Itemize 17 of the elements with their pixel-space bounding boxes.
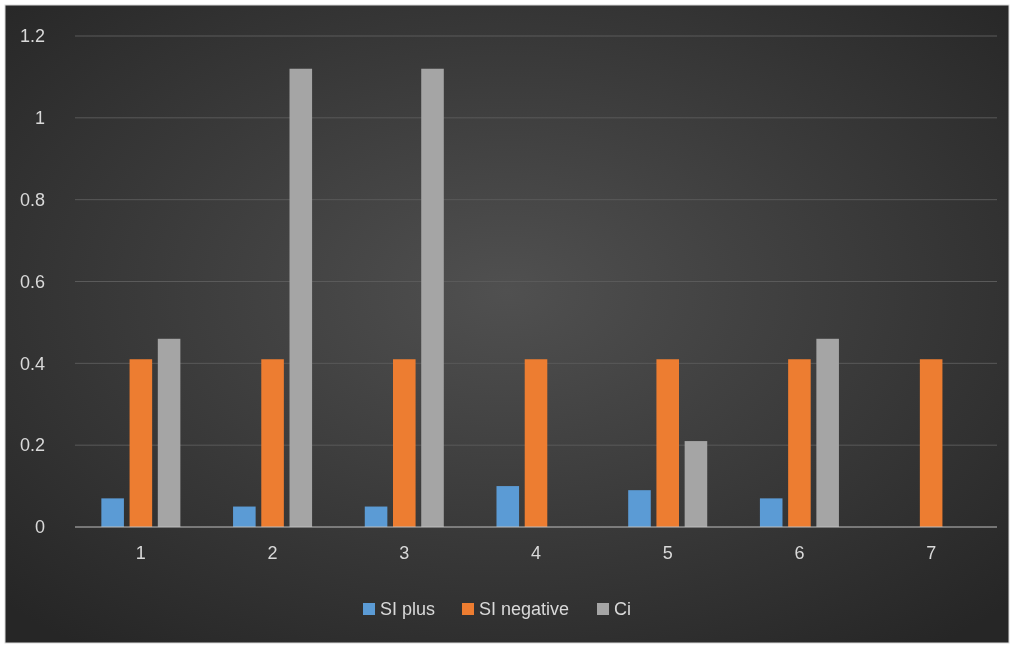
y-tick-label: 0.6 (19, 271, 45, 292)
x-tick-label: 7 (926, 543, 937, 563)
x-tick-label: 4 (530, 543, 542, 563)
x-tick-label: 5 (662, 543, 673, 563)
legend-label: SI negative (479, 599, 570, 620)
legend-label: Ci (614, 599, 631, 620)
y-tick-label: 0 (34, 517, 45, 538)
y-tick-label: 0.2 (19, 435, 45, 456)
legend-label: SI plus (380, 599, 436, 620)
y-tick-label: 1.2 (19, 26, 45, 47)
x-tick-label: 6 (794, 543, 805, 563)
x-tick-label: 2 (267, 543, 278, 563)
y-tick-label: 0.8 (19, 189, 45, 210)
y-tick-label: 0.4 (19, 353, 45, 374)
x-tick-label: 3 (399, 543, 410, 563)
y-tick-label: 1 (34, 108, 45, 129)
x-tick-label: 1 (135, 543, 146, 563)
